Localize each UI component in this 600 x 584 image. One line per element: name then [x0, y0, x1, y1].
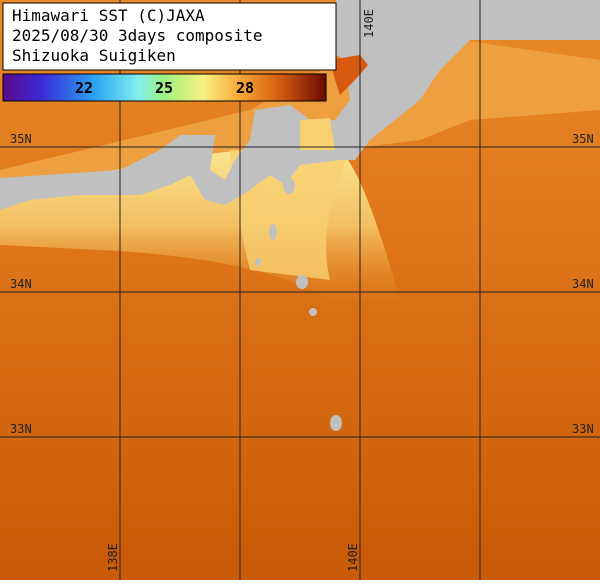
- lat-label: 33N: [572, 422, 594, 436]
- island: [330, 415, 342, 431]
- lon-label: 138E: [106, 543, 120, 572]
- header-line: 2025/08/30 3days composite: [12, 26, 262, 45]
- bay-water: [330, 55, 368, 95]
- colorbar-label: 28: [236, 79, 254, 97]
- island: [296, 275, 308, 289]
- header-line: Himawari SST (C)JAXA: [12, 6, 205, 25]
- island: [309, 308, 317, 316]
- header-line: Shizuoka Suigiken: [12, 46, 176, 65]
- island: [255, 258, 261, 266]
- lat-label: 35N: [10, 132, 32, 146]
- colorbar-label: 25: [155, 79, 173, 97]
- lat-label: 35N: [572, 132, 594, 146]
- island: [283, 178, 295, 194]
- colorbar: [2, 73, 327, 102]
- bay-water: [300, 118, 335, 150]
- lon-label: 140E: [346, 543, 360, 572]
- island: [269, 224, 277, 240]
- land-kanto: [335, 0, 600, 160]
- colorbar-label: 22: [75, 79, 93, 97]
- lat-label: 33N: [10, 422, 32, 436]
- lat-label: 34N: [572, 277, 594, 291]
- land-coast: [0, 105, 340, 210]
- header-box: [2, 2, 337, 71]
- lon-label: 140E: [362, 9, 376, 38]
- lat-label: 34N: [10, 277, 32, 291]
